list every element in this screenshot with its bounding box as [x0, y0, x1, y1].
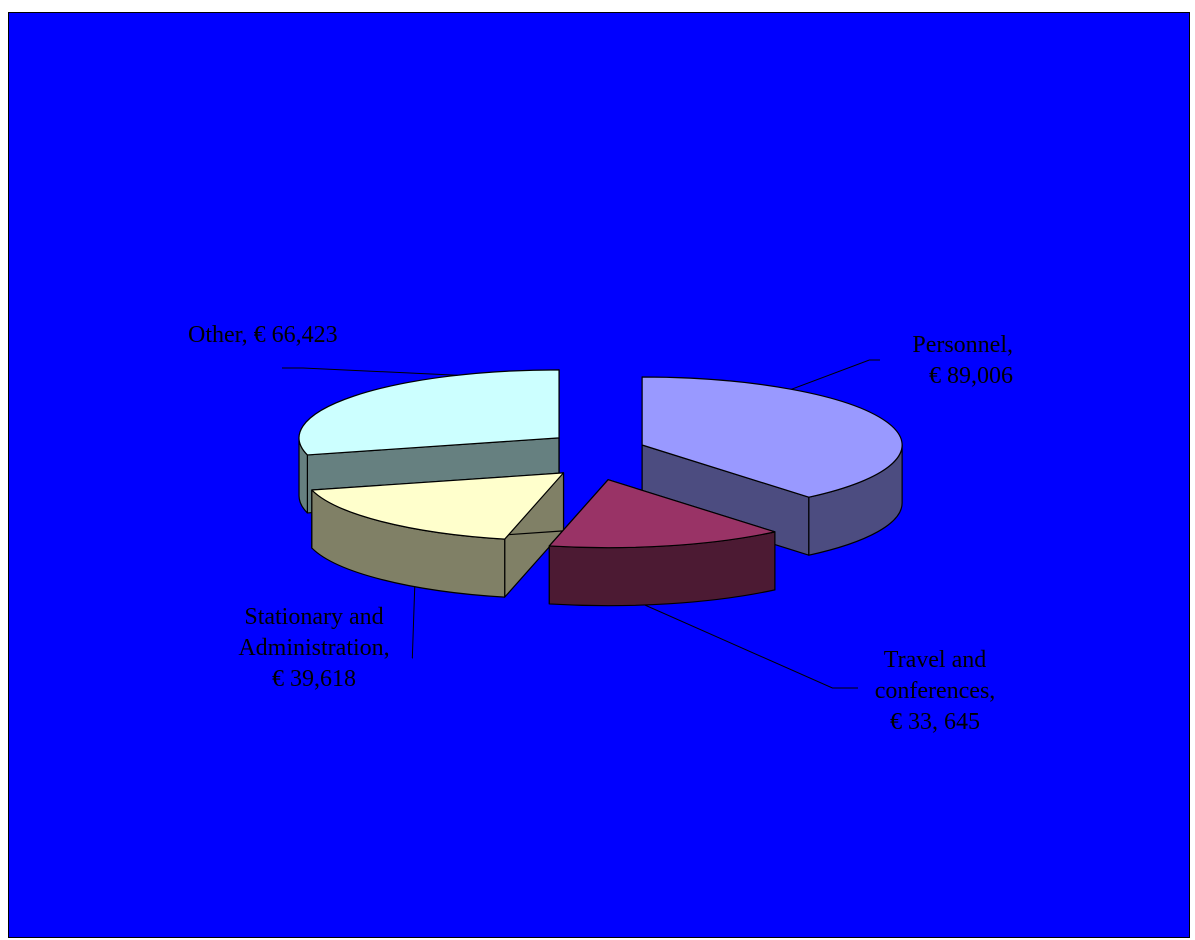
label-other-line-1: Other, € 66,423: [188, 322, 338, 348]
label-personnel: Personnel, € 89,006: [895, 330, 1013, 392]
leader-line-personnel: [791, 359, 880, 390]
label-stationary-line-1: Stationary and: [244, 604, 384, 630]
label-stationary-line-2: Administration,: [238, 635, 390, 661]
label-travel-line-2: conferences,: [874, 678, 996, 704]
label-personnel-line-2: € 89,006: [929, 363, 1013, 389]
label-stationary: Stationary and Administration, € 39,618: [216, 602, 412, 695]
leader-line-stationary: [411, 586, 416, 659]
slice-personnel-top: [641, 376, 903, 498]
label-travel: Travel and conferences, € 33, 645: [850, 645, 1020, 738]
slice-stationary-top: [311, 472, 565, 540]
label-other: Other, € 66,423: [188, 320, 338, 351]
label-travel-line-1: Travel and: [883, 647, 987, 673]
slice-other-top: [298, 369, 560, 456]
label-personnel-line-1: Personnel,: [912, 332, 1013, 358]
leader-line-other: [282, 367, 458, 376]
slice-travel: [548, 479, 776, 607]
slice-travel-top: [548, 479, 776, 549]
label-stationary-line-3: € 39,618: [272, 666, 356, 692]
slice-stationary: [311, 472, 565, 598]
label-travel-line-3: € 33, 645: [890, 709, 980, 735]
leader-line-travel: [644, 604, 858, 689]
slice-personnel: [641, 376, 903, 556]
chart-area: [8, 12, 1190, 938]
